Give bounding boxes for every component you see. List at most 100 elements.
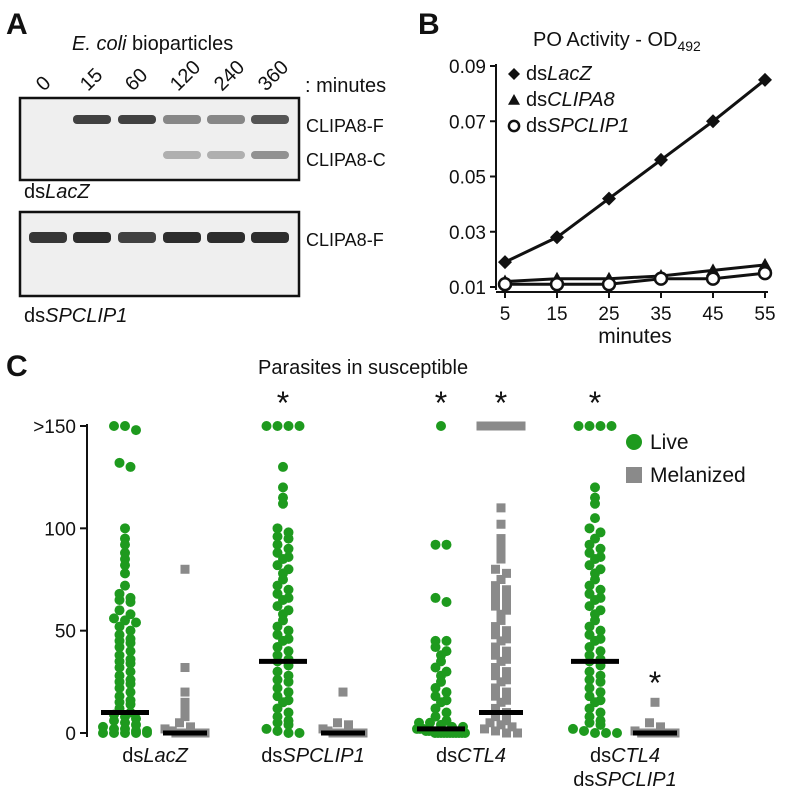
chart-c-melanized-point (180, 697, 190, 707)
chart-c-live-point (125, 461, 136, 472)
chart-c-melanized-point (502, 605, 511, 615)
chart-c-melanized-point (491, 683, 500, 693)
gel-top-band-c-5 (251, 151, 289, 159)
gel-bottom-band-f-1 (73, 232, 111, 243)
chart-c-melanized-point (318, 724, 328, 734)
chart-c-melanized-point (502, 585, 511, 595)
chart-c-legend-marker-melanized (626, 467, 642, 483)
chart-c-melanized-point (496, 677, 506, 687)
chart-c-live-point (278, 498, 288, 509)
chart-c-live-point (590, 482, 600, 493)
chart-c-legend-label: Live (650, 431, 689, 454)
chart-c-live-point (283, 719, 294, 730)
chart-c-live-point (584, 666, 595, 677)
chart-c-melanized-point (496, 540, 506, 550)
chart-c-melanized-point (645, 718, 654, 728)
chart-b-xtick-label: 5 (500, 304, 511, 325)
gel-top-label-prefix: ds (24, 181, 45, 203)
chart-c-live-point (584, 601, 595, 612)
chart-c-live-point (283, 533, 294, 544)
chart-b-legend-prefix: ds (526, 89, 547, 111)
chart-c-melanized-point (338, 687, 348, 697)
time-label-0: 0 (32, 72, 55, 95)
chart-c-melanized-point (491, 726, 500, 736)
chart-c-melanized-point (496, 503, 506, 513)
chart-c-live-point (425, 717, 435, 728)
panel-b-letter: B (418, 8, 440, 41)
chart-c-live-star: * (277, 385, 289, 421)
chart-c-melanized-point (502, 675, 511, 685)
chart-b-point-SPCLIP1 (601, 277, 617, 292)
chart-c-live-point (261, 723, 272, 734)
chart-b-point-SPCLIP1 (549, 277, 565, 292)
chart-b-point-LacZ (498, 255, 512, 270)
chart-c-live-point (120, 421, 130, 431)
chart-c-live-point (590, 728, 600, 738)
chart-c-live-point (606, 421, 617, 431)
chart-c-live-point (114, 605, 125, 616)
chart-b-ytick-label: 0.07 (449, 112, 486, 133)
chart-c-live-point (125, 666, 136, 677)
chart-c-melanized-point (484, 421, 494, 431)
chart-c-live-point (114, 682, 125, 693)
chart-c-live-star: * (435, 385, 447, 421)
panel-a-header-italic: E. coli (72, 33, 127, 55)
chart-c-live-point (584, 717, 595, 728)
gel-bottom-label-gene: SPCLIP1 (45, 305, 127, 327)
chart-c-melanized-point (186, 722, 195, 732)
chart-c-melanized-point (496, 575, 506, 584)
chart-c-ytick-label: 100 (44, 519, 76, 540)
chart-c-live-point (261, 421, 272, 431)
chart-c-live-point (283, 584, 294, 595)
chart-c-live-point (283, 728, 294, 738)
chart-c-group-label-prefix: ds (590, 745, 611, 767)
chart-c-live-point (584, 674, 595, 685)
chart-c-group-label-prefix: ds (573, 769, 594, 791)
chart-c-melanized-point (491, 712, 500, 722)
gel-bottom-label-prefix: ds (24, 305, 45, 327)
chart-c-live-point (584, 621, 595, 632)
chart-c-live-point (114, 662, 125, 673)
chart-c-live-point (272, 725, 283, 736)
chart-c-live-point (120, 580, 130, 591)
chart-c-melanized-point (491, 564, 500, 574)
chart-b-xtick-label: 55 (754, 304, 775, 325)
chart-c-live-point (120, 523, 130, 534)
time-label-4: 240 (210, 56, 249, 95)
chart-c-live-point (272, 580, 283, 591)
chart-b-legend-prefix: ds (526, 115, 547, 137)
chart-c-live-point (294, 421, 305, 431)
chart-c-live-point (272, 621, 283, 632)
chart-c-live-point (109, 715, 119, 726)
chart-c-live-point (436, 421, 446, 431)
chart-c-live-point (579, 725, 589, 736)
chart-c-ytick-label: 50 (55, 622, 76, 643)
chart-c-live-point (272, 421, 283, 431)
chart-c-live-point (595, 421, 606, 431)
chart-c-melanized-point (491, 601, 500, 611)
gel-top-band-f-3 (163, 115, 201, 124)
chart-c-live-point (584, 523, 595, 534)
chart-c-group-label: dsSPCLIP1 (261, 745, 364, 767)
chart-c-melanized-point (491, 650, 500, 660)
chart-b-legend-label-CLIPA8: dsCLIPA8 (526, 89, 615, 111)
chart-c-group-label-gene: SPCLIP1 (594, 769, 676, 791)
chart-b-ytick-label: 0.01 (449, 278, 486, 299)
chart-b-series-line-SPCLIP1 (505, 271, 766, 286)
chart-c-live-point (595, 543, 606, 554)
chart-c-melanized-point (496, 656, 506, 666)
chart-c-live-point (120, 539, 130, 550)
chart-c-melanized-point (333, 718, 342, 728)
chart-b-legend-marker-SPCLIP1 (507, 119, 521, 133)
chart-c-melanized-point (496, 697, 506, 707)
chart-c-melanized-point (496, 636, 506, 646)
chart-c-live-point (131, 617, 141, 628)
chart-c-group-label-gene: LacZ (143, 745, 188, 767)
chart-c-melanized-point (502, 626, 511, 636)
chart-c-live-point (283, 421, 294, 431)
gel-top-band-f-1 (73, 115, 111, 124)
chart-c-live-point (430, 682, 441, 693)
chart-c-live-point (272, 642, 283, 653)
chart-b-legend-label-SPCLIP1: dsSPCLIP1 (526, 115, 629, 137)
